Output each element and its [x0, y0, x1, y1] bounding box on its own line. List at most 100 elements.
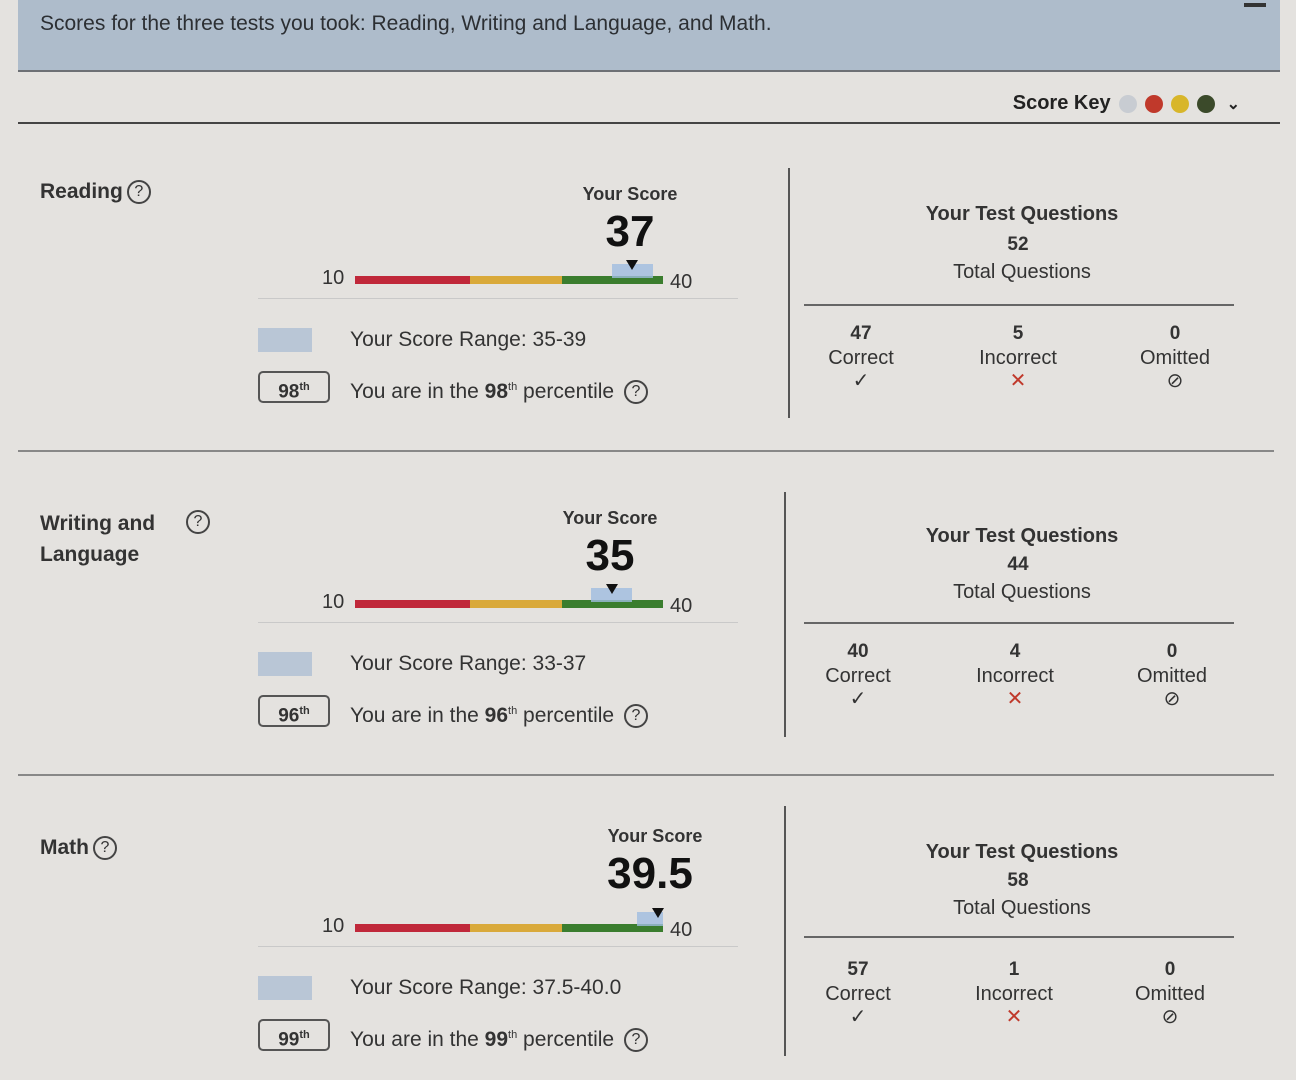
stat-omitted: 0 Omitted ⊘	[1115, 322, 1235, 392]
key-dot-yellow	[1170, 94, 1189, 113]
percentile-badge-value: 98	[278, 381, 300, 403]
stat-incorrect: 4 Incorrect ✕	[955, 640, 1075, 710]
correct-label: Correct	[828, 347, 894, 369]
minimize-icon[interactable]	[1244, 3, 1266, 7]
divider	[258, 946, 738, 947]
total-questions-count: 58	[1007, 870, 1029, 891]
help-icon[interactable]: ?	[623, 1028, 648, 1053]
stat-omitted: 0 Omitted ⊘	[1110, 958, 1230, 1028]
bar-yellow-segment	[469, 600, 563, 608]
percentile-badge-value: 96	[278, 705, 300, 727]
bar-green-segment	[562, 924, 663, 932]
incorrect-count: 1	[1008, 959, 1020, 980]
percentile-suffix: percentile	[517, 1028, 615, 1051]
key-dot-gray	[1118, 94, 1137, 113]
x-icon: ✕	[1006, 688, 1024, 710]
your-score-label: Your Score	[607, 826, 703, 846]
help-icon[interactable]: ?	[623, 380, 648, 405]
key-dot-green	[1196, 94, 1215, 113]
check-icon: ✓	[849, 688, 867, 710]
ordinal-suffix: th	[508, 1029, 518, 1041]
x-icon: ✕	[1009, 370, 1027, 392]
scale-min: 10	[322, 591, 345, 613]
omitted-count: 0	[1164, 959, 1176, 980]
ordinal-suffix: th	[299, 381, 310, 393]
score-range-text: Your Score Range: 33-37	[350, 652, 587, 675]
percentile-text: You are in the 96th percentile ?	[350, 698, 648, 729]
range-legend-swatch	[258, 976, 312, 1000]
help-icon[interactable]: ?	[126, 180, 151, 205]
score-value: 35	[585, 531, 635, 580]
incorrect-count: 4	[1009, 641, 1021, 662]
percentile-value: 96	[484, 704, 509, 727]
bar-red-segment	[355, 924, 470, 932]
total-questions-label: Total Questions	[953, 261, 1091, 283]
help-icon[interactable]: ?	[93, 836, 117, 861]
percentile-suffix: percentile	[517, 380, 615, 403]
score-marker-icon	[626, 260, 639, 270]
incorrect-count: 5	[1012, 323, 1024, 344]
test-questions-title: Your Test Questions	[925, 203, 1119, 225]
section-reading: Reading? Your Score 37 10 40 Your Score …	[18, 140, 1274, 452]
bar-yellow-segment	[469, 924, 563, 932]
chevron-down-icon[interactable]: ⌄	[1226, 95, 1240, 113]
section-title: Math	[40, 836, 89, 859]
bar-red-segment	[355, 600, 470, 608]
percentile-value: 98	[484, 380, 509, 403]
score-range-text: Your Score Range: 35-39	[350, 328, 587, 351]
percentile-prefix: You are in the	[350, 1028, 485, 1051]
divider	[804, 304, 1234, 306]
test-questions-title: Your Test Questions	[925, 841, 1119, 863]
bar-red-segment	[355, 276, 470, 284]
vertical-divider	[784, 806, 786, 1056]
section-title: Writing and Language	[40, 512, 156, 566]
score-key-bar: Score Key ⌄	[18, 72, 1280, 124]
percentile-badge: 98th	[258, 371, 330, 403]
stat-correct: 47 Correct ✓	[801, 322, 921, 392]
section-math: Math? Your Score 39.5 10 40 Your Score R…	[18, 776, 1274, 1080]
correct-label: Correct	[825, 665, 891, 687]
percentile-badge: 96th	[258, 695, 330, 727]
test-questions-title: Your Test Questions	[925, 525, 1119, 547]
divider	[804, 622, 1234, 624]
omitted-label: Omitted	[1139, 347, 1211, 369]
percentile-prefix: You are in the	[350, 380, 485, 403]
correct-count: 57	[847, 959, 869, 980]
omitted-label: Omitted	[1136, 665, 1208, 687]
total-questions-label: Total Questions	[953, 897, 1091, 919]
incorrect-label: Incorrect	[975, 983, 1053, 1005]
your-score-label: Your Score	[562, 508, 658, 528]
scale-max: 40	[670, 271, 693, 293]
score-key-toggle[interactable]: Score Key ⌄	[1013, 92, 1240, 115]
range-legend-swatch	[258, 652, 312, 676]
omitted-icon: ⊘	[1166, 370, 1184, 392]
score-marker-icon	[651, 908, 664, 918]
correct-count: 47	[850, 323, 872, 344]
x-icon: ✕	[1005, 1006, 1023, 1028]
vertical-divider	[788, 168, 790, 418]
divider	[804, 936, 1234, 938]
percentile-suffix: percentile	[517, 704, 615, 727]
score-range-highlight	[611, 264, 653, 278]
ordinal-suffix: th	[299, 1029, 310, 1041]
percentile-prefix: You are in the	[350, 704, 485, 727]
ordinal-suffix: th	[508, 381, 518, 393]
percentile-badge-value: 99	[278, 1029, 300, 1051]
score-bar	[355, 584, 663, 608]
help-icon[interactable]: ?	[186, 510, 210, 534]
total-questions-label: Total Questions	[953, 581, 1091, 603]
correct-count: 40	[847, 641, 869, 662]
range-legend-swatch	[258, 328, 312, 352]
percentile-value: 99	[484, 1028, 509, 1051]
help-icon[interactable]: ?	[623, 704, 648, 729]
your-score-label: Your Score	[582, 184, 678, 204]
score-marker-icon	[605, 584, 618, 594]
scale-min: 10	[322, 267, 345, 289]
section-title: Reading	[40, 180, 123, 203]
incorrect-label: Incorrect	[979, 347, 1057, 369]
omitted-icon: ⊘	[1163, 688, 1181, 710]
score-bar	[355, 260, 663, 284]
key-dot-red	[1144, 94, 1163, 113]
total-questions-count: 52	[1007, 234, 1029, 255]
scale-max: 40	[670, 919, 693, 941]
